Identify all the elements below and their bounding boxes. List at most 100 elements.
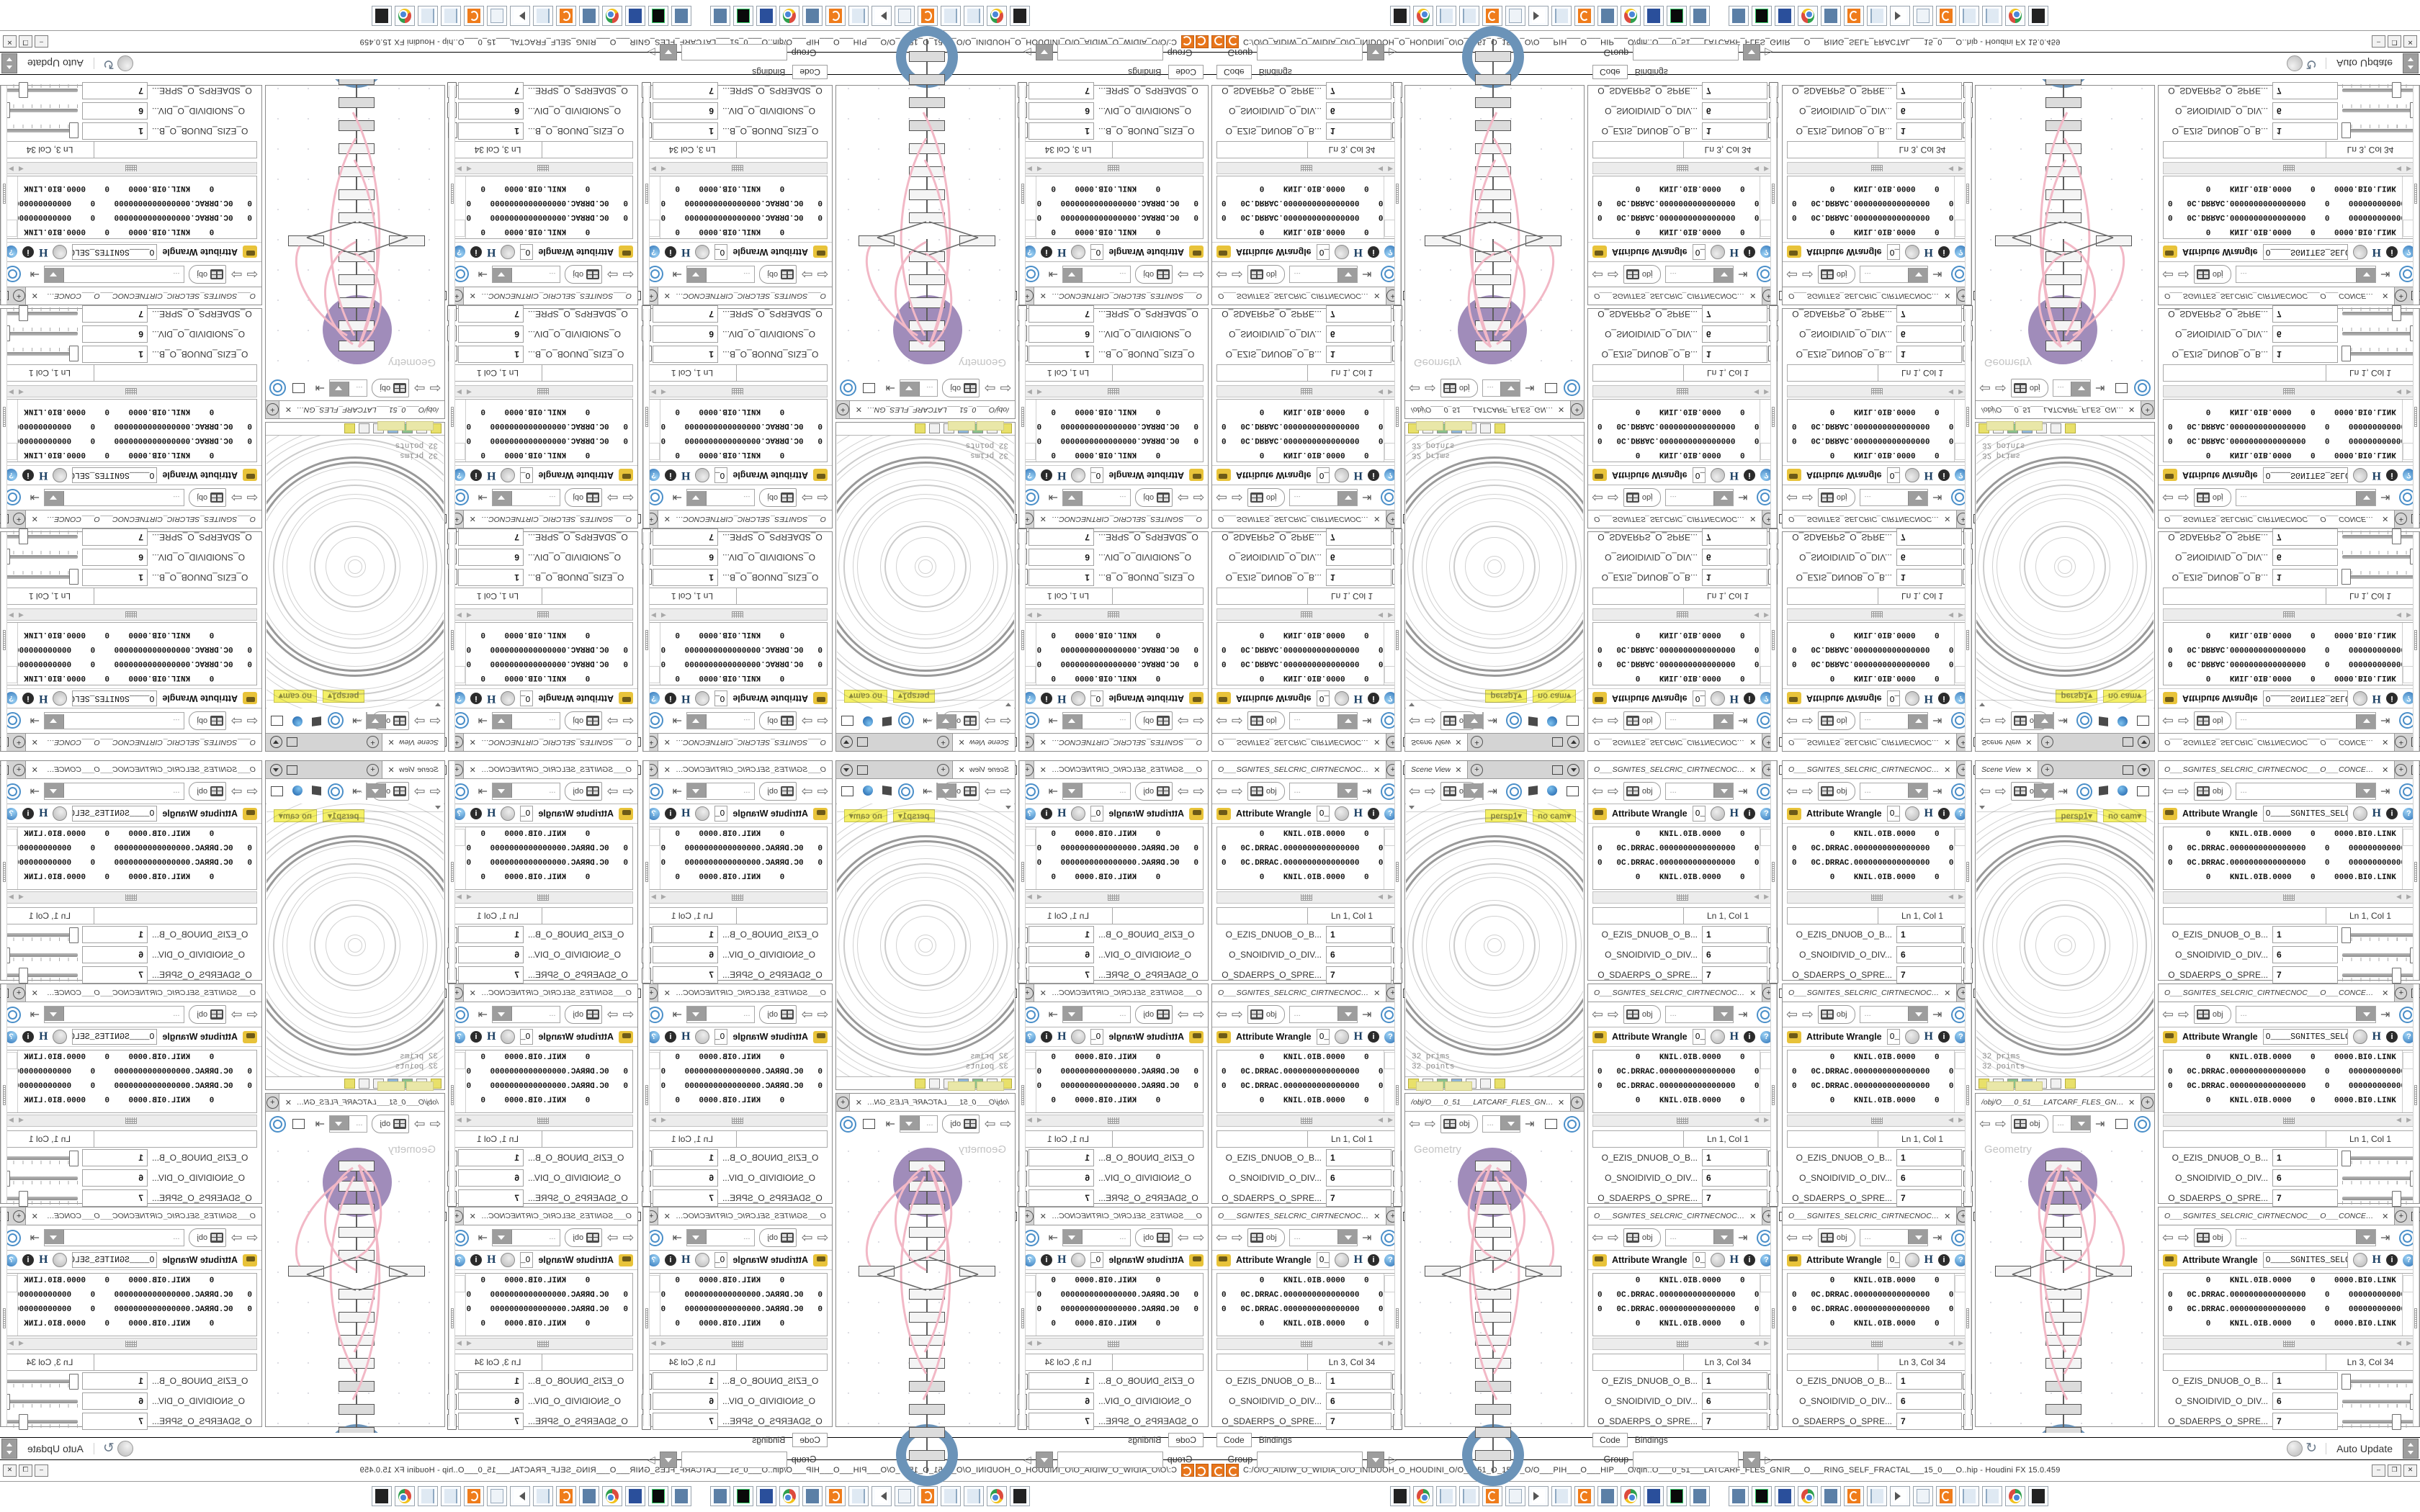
pane-tab-close-icon[interactable]: ✕ — [2382, 514, 2389, 523]
path-dropdown-icon[interactable] — [1337, 1007, 1357, 1021]
taskbar-item-save-16[interactable] — [1775, 1486, 1795, 1506]
code-message-field[interactable] — [1216, 141, 1308, 158]
code-hscroll-thumb[interactable] — [2283, 1341, 2295, 1347]
parameter-value-input[interactable]: 6 — [1702, 325, 1767, 343]
parameter-value-input[interactable]: 7 — [458, 1413, 524, 1430]
group-input[interactable] — [1257, 44, 1363, 61]
houdini-h-icon[interactable]: H — [2372, 1030, 2381, 1043]
taskbar-item-speaker-21[interactable] — [510, 6, 530, 26]
code-vscroll-thumb[interactable] — [1760, 443, 1771, 460]
path-dropdown-icon[interactable] — [937, 783, 957, 798]
taskbar-item-terminal-12[interactable] — [733, 6, 753, 26]
code-vscrollbar[interactable] — [1384, 827, 1396, 889]
code-vscroll-thumb[interactable] — [1955, 1052, 1966, 1069]
pane-scroll-rail[interactable] — [1965, 761, 1971, 980]
parameter-value-input[interactable]: 7 — [2272, 305, 2338, 323]
obj-breadcrumb[interactable]: obj — [1623, 1005, 1661, 1024]
scroll-left-icon[interactable]: ◀ — [467, 1116, 472, 1123]
refresh-icon[interactable] — [2305, 56, 2320, 71]
maximize-icon[interactable] — [287, 737, 297, 747]
pane-tab[interactable]: O___SGNITES_SELCRIC_CIRTNECNOC___O___CON… — [1212, 510, 1387, 528]
path-input[interactable]: ... — [44, 1229, 185, 1246]
pane-tab-close-icon[interactable]: ✕ — [958, 765, 965, 775]
houdini-h-icon[interactable]: H — [1924, 469, 1933, 482]
parameter-value-input[interactable]: 7 — [653, 528, 718, 546]
gear-icon[interactable] — [695, 468, 710, 482]
taskbar-item-chrome-1[interactable] — [1413, 6, 1433, 26]
pane-tab-close-icon[interactable]: ✕ — [2382, 765, 2389, 775]
pane-scroll-rail[interactable] — [1770, 984, 1777, 1203]
back-arrow-icon[interactable]: ⇦ — [622, 266, 634, 282]
code-vscroll-thumb[interactable] — [2403, 829, 2414, 846]
parameter-value-input[interactable]: 7 — [2272, 966, 2338, 984]
slider-thumb[interactable] — [2341, 569, 2352, 585]
pane-tab[interactable]: O___SGNITES_SELCRIC_CIRTNECNOC___O___CON… — [1212, 287, 1387, 305]
info-icon[interactable]: i — [2386, 693, 2398, 704]
parameter-value-input[interactable]: 1 — [1896, 569, 1962, 586]
parameter-slider[interactable] — [2342, 102, 2419, 119]
info-icon[interactable]: i — [470, 1254, 482, 1266]
code-vscrollbar[interactable] — [648, 827, 660, 889]
pane-scroll-rail[interactable] — [643, 532, 650, 751]
pane-tab-close-icon[interactable]: ✕ — [855, 1098, 862, 1107]
pin-icon[interactable] — [668, 490, 682, 505]
code-hscroll-thumb[interactable] — [2283, 388, 2295, 395]
code-message-field[interactable] — [1592, 141, 1684, 158]
slider-thumb[interactable] — [2341, 1374, 2352, 1390]
pane-tab[interactable]: Scene View ✕ — [381, 734, 444, 751]
viewport-tool-5[interactable] — [2051, 423, 2061, 434]
code-vscroll-thumb[interactable] — [1384, 829, 1395, 846]
pin-icon[interactable] — [668, 784, 682, 798]
parameter-value-input[interactable]: 1 — [458, 1372, 524, 1390]
network-node-3[interactable] — [1475, 274, 1511, 285]
code-message-field[interactable] — [1112, 907, 1204, 924]
forward-arrow-icon[interactable]: ⇨ — [1607, 490, 1619, 505]
pane-tab[interactable]: O___SGNITES_SELCRIC_CIRTNECNOC___O___CON… — [24, 734, 261, 751]
path-dropdown-icon[interactable] — [1063, 1007, 1083, 1021]
code-message-field[interactable] — [94, 364, 257, 382]
node-path-field[interactable]: O____SGNITES_SELCRIC_CIRTNECNOC____O____… — [72, 1029, 158, 1045]
houdini-h-icon[interactable]: H — [681, 469, 691, 482]
pane-tab[interactable]: O___SGNITES_SELCRIC_CIRTNECNOC___O___CON… — [1783, 1207, 1958, 1225]
taskbar-item-document-3-7[interactable] — [848, 1486, 869, 1506]
parameter-value-input[interactable]: 1 — [82, 122, 148, 140]
code-vscroll-thumb[interactable] — [6, 220, 17, 237]
pin-icon[interactable] — [1044, 267, 1058, 282]
tab-bindings[interactable]: Bindings — [1258, 67, 1292, 77]
slider-thumb[interactable] — [19, 82, 29, 98]
viewport-tool-6[interactable] — [915, 423, 926, 434]
parameter-slider[interactable] — [2341, 122, 2415, 139]
pin-icon[interactable] — [473, 784, 488, 798]
back-arrow-icon[interactable]: ⇦ — [1216, 1007, 1227, 1022]
info-icon[interactable]: i — [2386, 246, 2398, 258]
pin-icon[interactable] — [25, 490, 40, 505]
pin-icon[interactable] — [2058, 784, 2072, 798]
gear-icon[interactable] — [1904, 468, 1919, 482]
code-hscrollbar[interactable]: ◀ ▶ — [5, 891, 257, 904]
forward-arrow-icon[interactable]: ⇨ — [2177, 266, 2190, 282]
taskbar-item-chrome-2-17[interactable] — [1798, 1486, 1818, 1506]
gear-icon[interactable] — [1334, 468, 1349, 482]
network-node-left[interactable] — [959, 1266, 995, 1277]
pane-tab-close-icon[interactable]: ✕ — [1944, 514, 1951, 523]
pin-icon[interactable] — [668, 1007, 682, 1022]
obj-breadcrumb[interactable]: obj — [1817, 1005, 1855, 1024]
info-icon[interactable]: i — [1368, 1254, 1379, 1266]
scroll-right-icon[interactable]: ▶ — [1958, 893, 1963, 900]
scroll-left-icon[interactable]: ◀ — [2396, 1116, 2401, 1123]
taskbar-item-speaker-21[interactable] — [1890, 1486, 1910, 1506]
houdini-h-icon[interactable]: H — [1353, 807, 1363, 819]
scroll-right-icon[interactable]: ▶ — [9, 1116, 14, 1123]
globe-view-icon[interactable] — [289, 714, 304, 728]
network-node-7[interactable] — [2045, 166, 2081, 177]
refresh-icon[interactable] — [100, 1441, 115, 1456]
houdini-h-icon[interactable]: H — [1057, 1030, 1067, 1043]
code-vscrollbar[interactable] — [1760, 1274, 1772, 1336]
network-node-7[interactable] — [909, 166, 945, 177]
rail-grip[interactable] — [451, 1308, 454, 1328]
info-icon[interactable]: i — [1938, 1254, 1950, 1266]
parameter-value-input[interactable]: 7 — [82, 305, 148, 323]
